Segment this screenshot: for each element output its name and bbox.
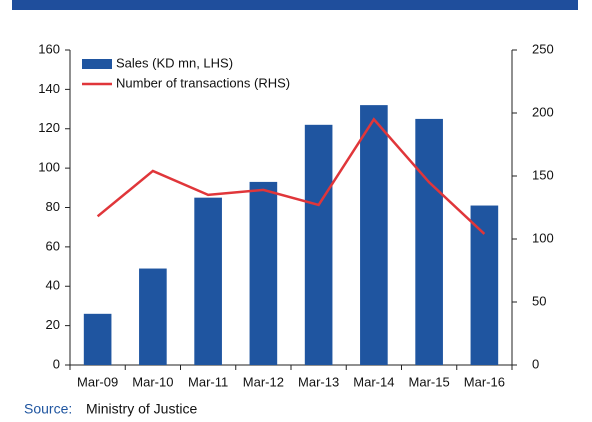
y2-tick-label: 0 [532,356,539,371]
y2-tick-label: 250 [532,41,554,56]
legend-label: Number of transactions (RHS) [116,75,290,90]
bar [139,268,167,365]
bar [83,313,112,365]
line [96,117,486,235]
x-tick-label: Mar-15 [409,374,450,389]
bar [360,105,388,365]
bar [415,118,443,365]
y-tick-label: 120 [38,120,60,135]
y-tick-label: 40 [46,278,60,293]
y2-tick-label: 150 [532,167,554,182]
y2-tick-label: 200 [532,104,554,119]
bar [304,124,333,365]
y-tick-label: 20 [46,317,60,332]
x-tick-label: Mar-10 [132,374,173,389]
x-tick-label: Mar-11 [188,374,228,389]
header-banner [12,0,578,10]
x-tick-label: Mar-13 [298,374,339,389]
y2-tick-label: 50 [532,293,546,308]
bar [470,205,499,365]
x-tick-label: Mar-12 [243,374,284,389]
bar [194,197,222,365]
x-tick-label: Mar-16 [464,374,505,389]
y-tick-label: 0 [53,356,60,371]
y-tick-label: 100 [38,160,60,175]
y-tick-label: 160 [38,41,60,56]
source-label: Source: [24,401,72,417]
source: Ministry of Justice [86,401,197,417]
x-tick-label: Mar-14 [353,374,394,389]
legend-swatch [82,59,112,69]
y-tick-label: 80 [46,199,60,214]
y-tick-label: 60 [46,238,60,253]
y-tick-label: 140 [38,81,60,96]
y2-tick-label: 100 [532,230,554,245]
legend-label: Sales (KD mn, LHS) [116,55,233,70]
bar [249,181,278,365]
x-tick-label: Mar-09 [77,374,118,389]
